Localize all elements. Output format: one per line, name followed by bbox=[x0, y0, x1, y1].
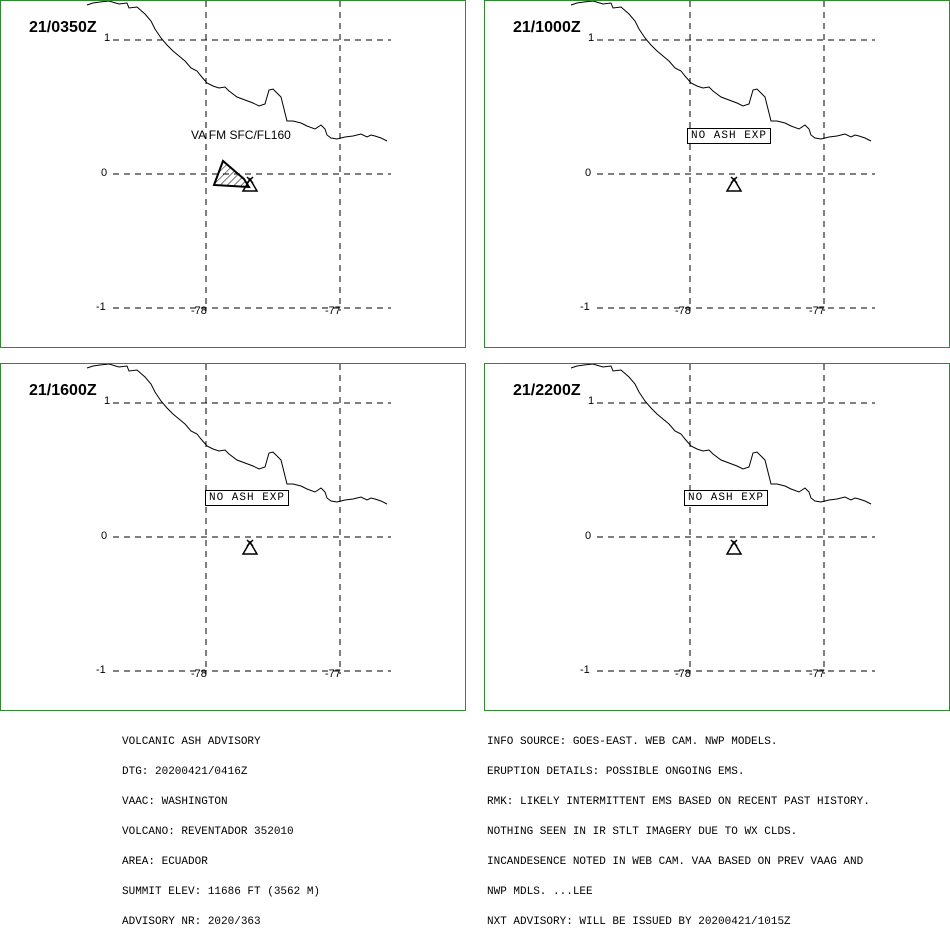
country-border bbox=[86, 1, 388, 142]
lat-tick-top: 1 bbox=[104, 32, 111, 44]
advisory-line: NOTHING SEEN IN IR STLT IMAGERY DUE TO W… bbox=[487, 826, 798, 838]
advisory-details-block: INFO SOURCE: GOES-EAST. WEB CAM. NWP MOD… bbox=[487, 717, 870, 937]
volcano-icon bbox=[241, 177, 259, 192]
lat-tick-top: 1 bbox=[104, 395, 111, 407]
lat-tick-mid: 0 bbox=[101, 167, 108, 179]
lon-tick-right: -77 bbox=[809, 305, 825, 317]
no-ash-label: NO ASH EXP bbox=[687, 128, 772, 144]
advisory-line: VOLCANO: REVENTADOR 352010 bbox=[122, 826, 294, 838]
country-border bbox=[570, 364, 872, 505]
lat-tick-bot: -1 bbox=[96, 664, 106, 676]
lat-tick-bot: -1 bbox=[580, 664, 590, 676]
ash-cloud-label: VA FM SFC/FL160 bbox=[191, 128, 291, 142]
advisory-header-block: VOLCANIC ASH ADVISORY DTG: 20200421/0416… bbox=[122, 717, 320, 937]
lon-tick-right: -77 bbox=[325, 305, 341, 317]
advisory-line: RMK: LIKELY INTERMITTENT EMS BASED ON RE… bbox=[487, 796, 870, 808]
lat-tick-top: 1 bbox=[588, 32, 595, 44]
lat-tick-top: 1 bbox=[588, 395, 595, 407]
advisory-line: ADVISORY NR: 2020/363 bbox=[122, 916, 261, 928]
advisory-line: SUMMIT ELEV: 11686 FT (3562 M) bbox=[122, 886, 321, 898]
map-canvas bbox=[570, 1, 875, 311]
forecast-panel-4: 21/2200Z 1 0 -1 -78 -77 NO ASH EXP bbox=[484, 363, 950, 711]
forecast-panel-3: 21/1600Z 1 0 -1 -78 -77 NO ASH EXP bbox=[0, 363, 466, 711]
panel-time: 21/1000Z bbox=[513, 19, 581, 36]
lon-tick-right: -77 bbox=[809, 668, 825, 680]
lat-tick-mid: 0 bbox=[585, 167, 592, 179]
ash-cloud-area bbox=[212, 159, 251, 189]
lon-tick-left: -78 bbox=[675, 668, 691, 680]
volcano-icon bbox=[241, 540, 259, 555]
forecast-panel-1: 21/0350Z 1 0 -1 -78 -77 VA FM SFC/FL160 bbox=[0, 0, 466, 348]
advisory-line: DTG: 20200421/0416Z bbox=[122, 766, 248, 778]
advisory-line: NXT ADVISORY: WILL BE ISSUED BY 20200421… bbox=[487, 916, 791, 928]
advisory-line: AREA: ECUADOR bbox=[122, 856, 208, 868]
panel-time: 21/1600Z bbox=[29, 382, 97, 399]
lat-tick-mid: 0 bbox=[101, 530, 108, 542]
advisory-line: VAAC: WASHINGTON bbox=[122, 796, 228, 808]
lat-tick-mid: 0 bbox=[585, 530, 592, 542]
volcano-eruption-mark bbox=[246, 539, 254, 547]
country-border bbox=[570, 1, 872, 142]
map-canvas bbox=[570, 364, 875, 674]
no-ash-label: NO ASH EXP bbox=[205, 490, 290, 506]
map-canvas bbox=[86, 1, 391, 311]
country-border bbox=[86, 364, 388, 505]
volcano-icon bbox=[725, 177, 743, 192]
advisory-line: ERUPTION DETAILS: POSSIBLE ONGOING EMS. bbox=[487, 766, 745, 778]
advisory-line: INCANDESENCE NOTED IN WEB CAM. VAA BASED… bbox=[487, 856, 864, 868]
volcano-eruption-mark bbox=[730, 176, 738, 184]
volcano-eruption-mark bbox=[246, 176, 254, 184]
lon-tick-left: -78 bbox=[191, 668, 207, 680]
volcano-eruption-mark bbox=[730, 539, 738, 547]
advisory-line: NWP MDLS. ...LEE bbox=[487, 886, 593, 898]
volcano-icon bbox=[725, 540, 743, 555]
map-canvas bbox=[86, 364, 391, 674]
lon-tick-left: -78 bbox=[191, 305, 207, 317]
lon-tick-left: -78 bbox=[675, 305, 691, 317]
lon-tick-right: -77 bbox=[325, 668, 341, 680]
lat-tick-bot: -1 bbox=[96, 301, 106, 313]
panel-time: 21/0350Z bbox=[29, 19, 97, 36]
panel-time: 21/2200Z bbox=[513, 382, 581, 399]
forecast-panel-2: 21/1000Z 1 0 -1 -78 -77 NO ASH EXP bbox=[484, 0, 950, 348]
advisory-line: VOLCANIC ASH ADVISORY bbox=[122, 736, 261, 748]
no-ash-label: NO ASH EXP bbox=[684, 490, 769, 506]
advisory-line: INFO SOURCE: GOES-EAST. WEB CAM. NWP MOD… bbox=[487, 736, 778, 748]
lat-tick-bot: -1 bbox=[580, 301, 590, 313]
